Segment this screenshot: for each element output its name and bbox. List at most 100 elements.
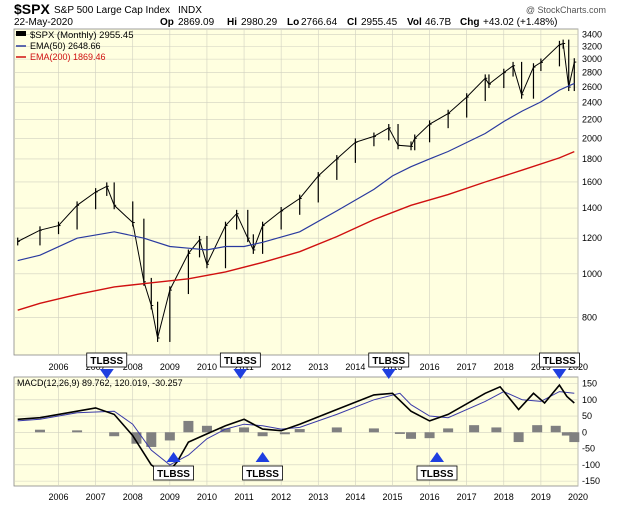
macd-histogram-bar xyxy=(368,428,379,433)
price-y-tick-label: 3200 xyxy=(582,42,602,52)
macd-y-tick-label: 0 xyxy=(582,427,587,437)
tlbss-label: TLBSS xyxy=(90,356,123,367)
price-y-tick-label: 2200 xyxy=(582,115,602,125)
macd-x-tick-label: 2014 xyxy=(345,492,365,502)
tlbss-annotations: TLBSS TLBSS TLBSS TLBSS TLBSS TLBSS TLBSS xyxy=(86,352,580,481)
close-label: Cl xyxy=(347,17,357,28)
price-y-tick-label: 2800 xyxy=(582,68,602,78)
price-x-tick-label: 2010 xyxy=(197,362,217,372)
price-y-tick-label: 3000 xyxy=(582,54,602,64)
tlbss-annotation: TLBSS xyxy=(219,352,261,379)
macd-histogram-bar xyxy=(257,432,268,437)
macd-histogram-bar xyxy=(491,427,502,433)
tlbss-annotation: TLBSS xyxy=(242,452,284,481)
macd-y-tick-label: 150 xyxy=(582,379,597,389)
macd-y-axis: -150 -100 -50 0 50 100 150 xyxy=(582,379,600,487)
macd-x-tick-label: 2009 xyxy=(160,492,180,502)
tlbss-arrow-down xyxy=(233,369,248,379)
tlbss-label: TLBSS xyxy=(372,356,405,367)
macd-histogram-bar xyxy=(331,427,342,433)
tlbss-annotation: TLBSS xyxy=(86,352,128,379)
macd-x-tick-label: 2011 xyxy=(234,492,253,502)
price-x-tick-label: 2013 xyxy=(308,362,328,372)
tlbss-arrow-down xyxy=(552,369,567,379)
tlbss-label: TLBSS xyxy=(157,469,190,480)
macd-histogram-bar xyxy=(279,432,290,435)
source-credit: @ StockCharts.com xyxy=(526,5,606,15)
low-value: 2766.64 xyxy=(301,17,338,28)
macd-x-tick-label: 2017 xyxy=(457,492,477,502)
price-x-tick-label: 2017 xyxy=(457,362,477,372)
legend-ema50: EMA(50) 2648.66 xyxy=(30,41,101,51)
price-x-axis: 2006200720082009201020112012201320142015… xyxy=(49,362,589,372)
open-value: 2869.09 xyxy=(178,17,215,28)
price-x-tick-label: 2014 xyxy=(345,362,365,372)
price-x-tick-label: 2012 xyxy=(271,362,291,372)
macd-y-tick-label: -50 xyxy=(582,444,595,454)
macd-histogram-bar xyxy=(561,432,572,436)
price-y-tick-label: 1200 xyxy=(582,233,602,243)
macd-x-tick-label: 2008 xyxy=(123,492,143,502)
price-y-tick-label: 2600 xyxy=(582,82,602,92)
tlbss-arrow-down xyxy=(99,369,114,379)
macd-x-tick-label: 2016 xyxy=(420,492,440,502)
tlbss-annotation: TLBSS xyxy=(368,352,410,379)
macd-y-tick-label: -100 xyxy=(582,460,600,470)
legend-price: $SPX (Monthly) 2955.45 xyxy=(30,30,134,41)
macd-histogram-bar xyxy=(424,432,435,439)
macd-histogram-bar xyxy=(406,432,417,439)
macd-x-tick-label: 2019 xyxy=(531,492,551,502)
price-legend: $SPX (Monthly) 2955.45 EMA(50) 2648.66 E… xyxy=(16,30,134,62)
price-y-tick-label: 2400 xyxy=(582,98,602,108)
macd-histogram-bar xyxy=(109,432,120,437)
tlbss-annotation: TLBSS xyxy=(539,352,580,379)
macd-histogram-bar xyxy=(164,432,175,441)
close-value: 2955.45 xyxy=(361,17,398,28)
ema50-line xyxy=(17,82,575,262)
macd-x-tick-label: 2007 xyxy=(86,492,106,502)
macd-histogram-bar xyxy=(220,428,231,433)
macd-y-tick-label: 100 xyxy=(582,395,597,405)
tlbss-annotation: TLBSS xyxy=(416,452,458,481)
price-x-tick-label: 2008 xyxy=(123,362,143,372)
tlbss-label-box xyxy=(416,465,458,481)
tlbss-label: TLBSS xyxy=(543,356,576,367)
high-label: Hi xyxy=(227,17,237,28)
tlbss-label-box xyxy=(219,352,261,368)
tlbss-arrow-down xyxy=(381,369,396,379)
macd-histogram-bar xyxy=(513,432,524,443)
price-y-tick-label: 1400 xyxy=(582,203,602,213)
macd-histogram-bar xyxy=(201,425,212,433)
legend-ema200: EMA(200) 1869.46 xyxy=(30,52,106,62)
macd-y-tick-label: 50 xyxy=(582,411,592,421)
tlbss-label-box xyxy=(153,465,194,481)
date: 22-May-2020 xyxy=(14,17,73,28)
vol-label: Vol xyxy=(407,17,422,28)
price-grid xyxy=(14,29,579,355)
symbol: $SPX xyxy=(14,1,50,17)
tlbss-label-box xyxy=(368,352,410,368)
macd-histogram-bar xyxy=(72,430,83,433)
price-y-tick-label: 800 xyxy=(582,312,597,322)
macd-histogram-bar xyxy=(34,429,45,433)
exchange: INDX xyxy=(178,5,202,16)
macd-histogram-bar xyxy=(294,429,305,433)
macd-histogram-bar xyxy=(469,425,480,433)
tlbss-label-box xyxy=(539,352,580,368)
price-y-tick-label: 1000 xyxy=(582,269,602,279)
tlbss-label-box xyxy=(242,465,284,481)
macd-histogram-bar xyxy=(569,432,580,443)
macd-label: MACD(12,26,9) 89.762, 120.019, -30.257 xyxy=(17,378,183,388)
macd-histogram-bar xyxy=(550,425,561,433)
macd-x-tick-label: 2015 xyxy=(382,492,402,502)
macd-x-tick-label: 2020 xyxy=(568,492,588,502)
price-y-tick-label: 1800 xyxy=(582,154,602,164)
price-y-tick-label: 3400 xyxy=(582,30,602,40)
macd-y-tick-label: -150 xyxy=(582,476,600,486)
price-y-axis: 800 1000 1200 1400 1600 1800 2000 2200 2400 2600 2… xyxy=(582,30,602,323)
tlbss-label: TLBSS xyxy=(246,469,279,480)
macd-grid xyxy=(14,377,579,486)
price-line xyxy=(17,42,575,339)
ema200-line xyxy=(17,150,575,311)
macd-x-axis: 2006 2007 2008 2009 2010 2011 2012 2013 2014 2015… xyxy=(49,492,589,502)
